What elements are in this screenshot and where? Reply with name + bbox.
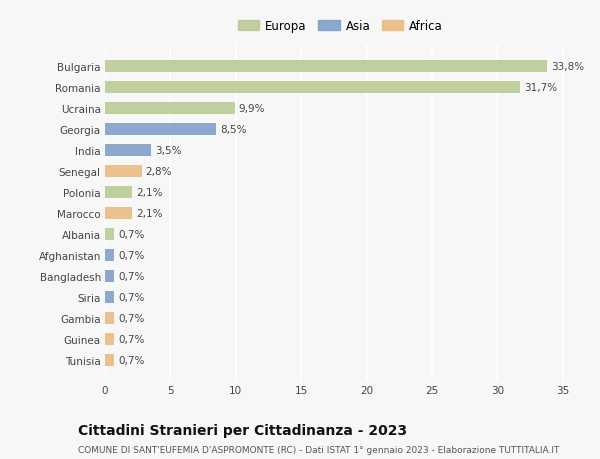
Text: 0,7%: 0,7%	[118, 250, 145, 260]
Text: 0,7%: 0,7%	[118, 334, 145, 344]
Text: 0,7%: 0,7%	[118, 271, 145, 281]
Text: 0,7%: 0,7%	[118, 355, 145, 365]
Text: 2,1%: 2,1%	[136, 188, 163, 197]
Bar	[105, 124, 216, 135]
Text: Cittadini Stranieri per Cittadinanza - 2023: Cittadini Stranieri per Cittadinanza - 2…	[78, 423, 407, 437]
Bar	[105, 250, 114, 261]
Bar	[105, 207, 133, 219]
Bar	[105, 333, 114, 345]
Bar	[105, 291, 114, 303]
Bar	[105, 187, 133, 198]
Text: 2,8%: 2,8%	[146, 167, 172, 177]
Text: 0,7%: 0,7%	[118, 292, 145, 302]
Text: 0,7%: 0,7%	[118, 230, 145, 239]
Text: 9,9%: 9,9%	[238, 104, 265, 114]
Bar	[105, 82, 520, 94]
Text: COMUNE DI SANT'EUFEMIA D'ASPROMONTE (RC) - Dati ISTAT 1° gennaio 2023 - Elaboraz: COMUNE DI SANT'EUFEMIA D'ASPROMONTE (RC)…	[78, 445, 559, 454]
Bar	[105, 313, 114, 324]
Text: 31,7%: 31,7%	[524, 83, 557, 93]
Legend: Europa, Asia, Africa: Europa, Asia, Africa	[235, 17, 446, 37]
Text: 0,7%: 0,7%	[118, 313, 145, 323]
Bar	[105, 270, 114, 282]
Bar	[105, 145, 151, 157]
Bar	[105, 103, 235, 114]
Text: 33,8%: 33,8%	[551, 62, 584, 72]
Text: 3,5%: 3,5%	[155, 146, 181, 156]
Text: 8,5%: 8,5%	[220, 125, 247, 134]
Text: 2,1%: 2,1%	[136, 208, 163, 218]
Bar	[105, 166, 142, 177]
Bar	[105, 354, 114, 366]
Bar	[105, 229, 114, 240]
Bar	[105, 61, 547, 73]
